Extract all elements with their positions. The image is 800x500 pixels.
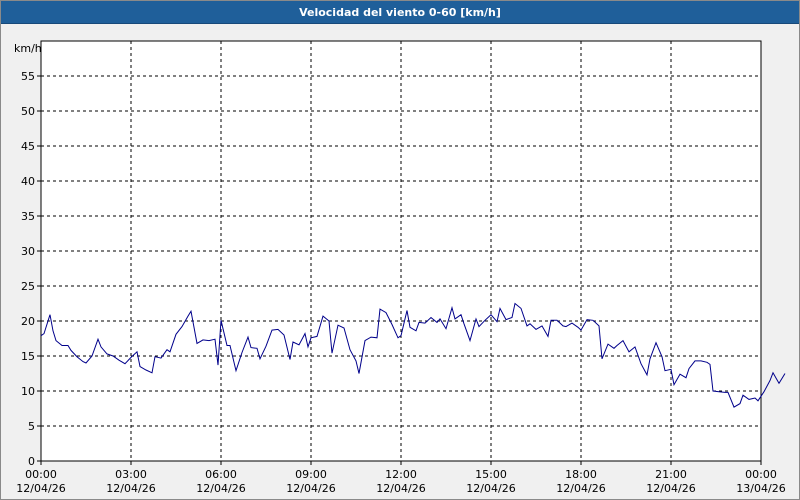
x-tick-date-label: 12/04/26	[106, 482, 155, 495]
x-tick-date-label: 12/04/26	[196, 482, 245, 495]
chart-title: Velocidad del viento 0-60 [km/h]	[299, 5, 501, 19]
y-tick-label: 0	[28, 455, 35, 468]
y-tick-label: 45	[21, 140, 35, 153]
chart-title-bar: Velocidad del viento 0-60 [km/h]	[1, 1, 799, 24]
y-tick-label: 40	[21, 175, 35, 188]
y-tick-label: 25	[21, 280, 35, 293]
grid-lines	[41, 41, 761, 461]
x-tick-time-label: 03:00	[115, 468, 147, 481]
y-tick-label: 30	[21, 245, 35, 258]
y-tick-label: 35	[21, 210, 35, 223]
x-tick-date-label: 12/04/26	[286, 482, 335, 495]
x-tick-time-label: 06:00	[205, 468, 237, 481]
x-tick-date-label: 12/04/26	[556, 482, 605, 495]
x-tick-time-label: 15:00	[475, 468, 507, 481]
x-tick-time-label: 00:00	[745, 468, 777, 481]
y-tick-label: 5	[28, 420, 35, 433]
x-tick-date-label: 13/04/26	[736, 482, 785, 495]
x-tick-time-label: 18:00	[565, 468, 597, 481]
x-tick-time-label: 09:00	[295, 468, 327, 481]
x-tick-time-label: 21:00	[655, 468, 687, 481]
series-line-wind-speed	[40, 302, 786, 408]
y-tick-label: 55	[21, 70, 35, 83]
x-tick-date-label: 12/04/26	[466, 482, 515, 495]
y-tick-label: 10	[21, 385, 35, 398]
x-tick-time-label: 00:00	[25, 468, 57, 481]
y-tick-label: 50	[21, 105, 35, 118]
x-tick-date-label: 12/04/26	[376, 482, 425, 495]
y-axis-label: km/h	[14, 42, 42, 55]
y-tick-label: 20	[21, 315, 35, 328]
y-axis-ticks: 0 5 10 15 20 25 30 35 40 45 50 55	[21, 70, 41, 468]
x-tick-date-label: 12/04/26	[646, 482, 695, 495]
x-axis-ticks: 00:0012/04/2603:0012/04/2606:0012/04/260…	[16, 461, 786, 495]
y-tick-label: 15	[21, 350, 35, 363]
x-tick-time-label: 12:00	[385, 468, 417, 481]
x-tick-date-label: 12/04/26	[16, 482, 65, 495]
